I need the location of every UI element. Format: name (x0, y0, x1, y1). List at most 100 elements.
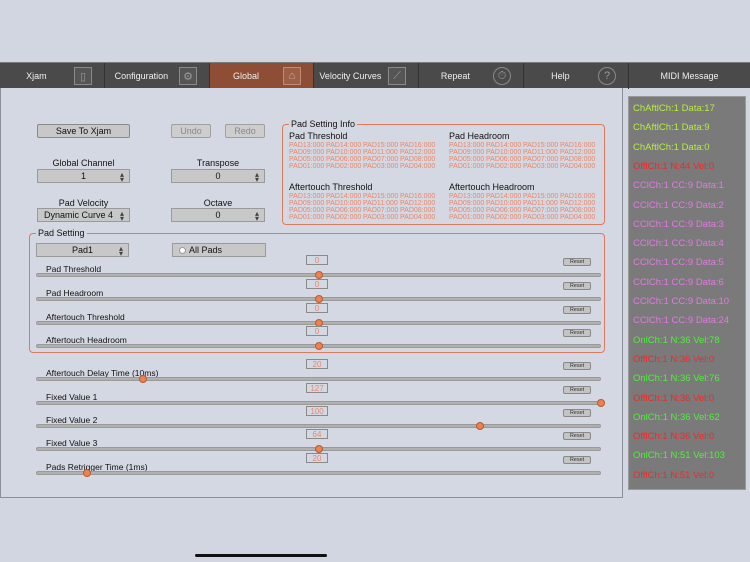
slider-thumb[interactable] (475, 422, 484, 430)
reset-button[interactable]: Reset (563, 282, 591, 290)
pad-info-value: PAD09:000 (289, 149, 325, 156)
reset-button[interactable]: Reset (563, 329, 591, 337)
pad-info-value: PAD13:000 (289, 142, 325, 149)
midi-message-item: CClCh:1 CC:9 Data:2 (633, 199, 724, 211)
pad-info-value: PAD06:000 (486, 156, 522, 163)
slider-row: Pad Threshold 0 Reset (36, 255, 601, 282)
midi-message-log[interactable]: ChAftlCh:1 Data:17 ChAftlCh:1 Data:9 ChAft… (628, 96, 746, 490)
tab-configuration[interactable]: Configuration ⚙ (105, 63, 210, 89)
slider-row: Fixed Value 3 64 Reset (36, 429, 601, 456)
gears-icon: ⚙ (179, 67, 197, 85)
pad-info-value: PAD08:000 (400, 207, 436, 214)
tab-velocity-curves[interactable]: Velocity Curves ⟋ (314, 63, 419, 89)
pad-info-value: PAD01:000 (449, 214, 485, 221)
slider-thumb[interactable] (82, 469, 91, 477)
midi-message-item: CClCh:1 CC:9 Data:3 (633, 218, 724, 230)
aftertouch-threshold-info-title: Aftertouch Threshold (289, 182, 373, 192)
octave-select[interactable]: 0 ▴ ▾ (171, 208, 265, 223)
midi-message-item: OfflCh:1 N:44 Vel:0 (633, 160, 715, 172)
aftertouch-headroom-info-grid: PAD13:000 PAD14:000 PAD15:000 PAD16:000 PAD0… (449, 193, 597, 221)
tab-repeat[interactable]: Repeat ⏱ (419, 63, 524, 89)
pad-info-value: PAD02:000 (326, 163, 362, 170)
pad-velocity-select[interactable]: Dynamic Curve 4 ▴ ▾ (37, 208, 130, 223)
slider-label: Aftertouch Delay Time (10ms) (46, 368, 159, 378)
all-pads-radio[interactable]: All Pads (172, 243, 266, 257)
slider-value-field[interactable]: 0 (306, 326, 328, 336)
reset-button[interactable]: Reset (563, 306, 591, 314)
slider-track[interactable] (36, 377, 601, 381)
slider-value-field[interactable]: 127 (306, 383, 328, 393)
aftertouch-headroom-info-title: Aftertouch Headroom (449, 182, 535, 192)
midi-message-item: ChAftlCh:1 Data:0 (633, 141, 710, 153)
pad-info-value: PAD12:000 (560, 149, 596, 156)
midi-message-item: ChAftlCh:1 Data:9 (633, 122, 710, 134)
pad-info-value: PAD04:000 (400, 214, 436, 221)
reset-button[interactable]: Reset (563, 409, 591, 417)
pad-info-value: PAD16:000 (400, 142, 436, 149)
reset-button[interactable]: Reset (563, 432, 591, 440)
pad-info-value: PAD04:000 (400, 163, 436, 170)
slider-label: Aftertouch Headroom (46, 335, 127, 345)
tab-xjam[interactable]: Xjam ▯ (0, 63, 105, 89)
undo-button[interactable]: Undo (171, 124, 211, 138)
pad-select[interactable]: Pad1 ▴ ▾ (36, 243, 129, 258)
reset-button[interactable]: Reset (563, 258, 591, 266)
slider-value-field[interactable]: 20 (306, 359, 328, 369)
slider-thumb[interactable] (597, 399, 605, 407)
slider-value-field[interactable]: 64 (306, 429, 328, 439)
slider-thumb[interactable] (139, 375, 148, 383)
slider-value-field[interactable]: 0 (306, 279, 328, 289)
pad-info-value: PAD06:000 (486, 207, 522, 214)
slider-value-field[interactable]: 100 (306, 406, 328, 416)
save-to-xjam-button[interactable]: Save To Xjam (37, 124, 130, 138)
stopwatch-icon: ⏱ (493, 67, 511, 85)
pad-info-value: PAD07:000 (523, 156, 559, 163)
transpose-label: Transpose (196, 158, 240, 168)
pad-info-value: PAD12:000 (400, 149, 436, 156)
slider-thumb[interactable] (314, 271, 323, 279)
midi-message-item: OnlCh:1 N:36 Vel:78 (633, 334, 720, 346)
midi-message-item: OfflCh:1 N:36 Vel:0 (633, 392, 715, 404)
slider-thumb[interactable] (314, 445, 323, 453)
reset-button[interactable]: Reset (563, 362, 591, 370)
pad-info-value: PAD16:000 (560, 193, 596, 200)
slider-thumb[interactable] (314, 342, 323, 350)
pad-info-value: PAD02:000 (486, 163, 522, 170)
tab-help[interactable]: Help ? (524, 63, 629, 89)
global-channel-select[interactable]: 1 ▴ ▾ (37, 169, 130, 184)
slider-track[interactable] (36, 401, 601, 405)
midi-message-item: OfflCh:1 N:51 Vel:0 (633, 469, 715, 481)
reset-button[interactable]: Reset (563, 386, 591, 394)
slider-value-field[interactable]: 0 (306, 303, 328, 313)
pad-info-value: PAD14:000 (326, 142, 362, 149)
pad-info-value: PAD11:000 (523, 200, 558, 207)
tab-midi-message[interactable]: MIDI Message (660, 71, 719, 81)
slider-track[interactable] (36, 471, 601, 475)
octave-label: Octave (203, 198, 233, 208)
reset-button[interactable]: Reset (563, 456, 591, 464)
slider-thumb[interactable] (314, 295, 323, 303)
midi-message-item: OnlCh:1 N:36 Vel:62 (633, 411, 720, 423)
redo-button[interactable]: Redo (225, 124, 265, 138)
slider-value-field[interactable]: 20 (306, 453, 328, 463)
global-settings-panel: Save To Xjam Undo Redo Global Channel 1 … (0, 88, 623, 498)
pad-info-value: PAD05:000 (449, 207, 485, 214)
pad-info-value: PAD11:000 (363, 149, 398, 156)
pad-headroom-info-title: Pad Headroom (449, 131, 510, 141)
tab-global[interactable]: Global ⌂ (210, 63, 314, 89)
pad-info-value: PAD07:000 (363, 156, 399, 163)
pad-info-value: PAD09:000 (449, 200, 485, 207)
slider-value-field[interactable]: 0 (306, 255, 328, 265)
pad-info-value: PAD03:000 (363, 214, 399, 221)
midi-message-item: ChAftlCh:1 Data:17 (633, 103, 715, 114)
pad-setting-group: Pad Setting Pad1 ▴ ▾ All Pads (29, 228, 605, 353)
pad-info-value: PAD12:000 (400, 200, 436, 207)
pad-info-value: PAD14:000 (486, 193, 522, 200)
transpose-select[interactable]: 0 ▴ ▾ (171, 169, 265, 184)
slider-label: Aftertouch Threshold (46, 312, 125, 322)
home-indicator[interactable] (195, 554, 327, 557)
pad-info-value: PAD05:000 (289, 156, 325, 163)
pad-info-value: PAD05:000 (449, 156, 485, 163)
pad-info-value: PAD07:000 (363, 207, 399, 214)
slider-track[interactable] (36, 424, 601, 428)
